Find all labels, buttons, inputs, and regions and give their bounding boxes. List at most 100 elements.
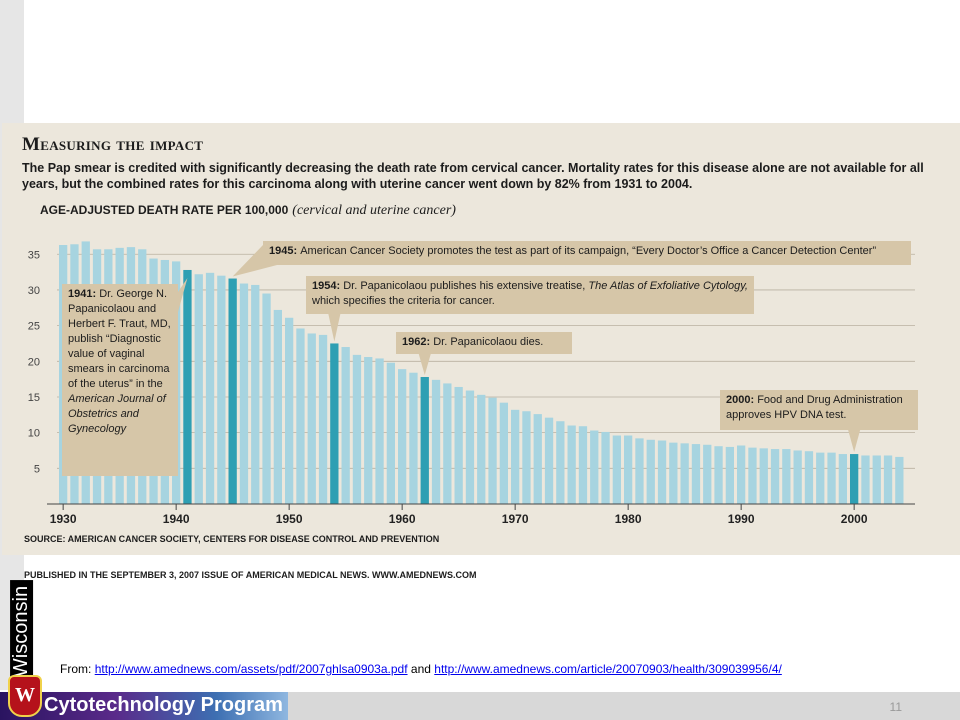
callout-year: 1941: [68, 288, 100, 300]
callout-text: 1941: Dr. George N. Papanicolaou and Her… [68, 287, 174, 437]
bar-1956 [352, 354, 362, 504]
callout-text: 1962: Dr. Papanicolaou dies. [402, 335, 568, 350]
chart-subtitle-main: AGE-ADJUSTED DEATH RATE PER 100,000 [40, 203, 289, 217]
bar-1976 [578, 426, 588, 504]
callout-pointer [328, 314, 341, 342]
bar-1977 [590, 430, 599, 504]
infographic-title: Measuring the impact [22, 134, 204, 155]
callout-year: 1954: [312, 280, 344, 292]
callout-text-wrap: 2000: Food and Drug Administration appro… [726, 393, 914, 423]
bar-1985 [680, 443, 689, 504]
university-crest-icon: W [8, 675, 42, 717]
y-tick-label: 5 [34, 463, 40, 475]
bar-1981 [635, 438, 644, 504]
bar-1944 [217, 275, 226, 504]
bar-1986 [691, 444, 701, 504]
bar-1968 [488, 397, 497, 504]
bar-1969 [499, 402, 508, 504]
bar-1997 [816, 452, 825, 504]
callout-italic: The Atlas of Exfoliative Cytology, [588, 280, 748, 292]
callout-text: 2000: Food and Drug Administration appro… [726, 393, 914, 423]
callout-pointer [418, 354, 431, 375]
bar-1972 [533, 414, 542, 504]
chart-subtitle: AGE-ADJUSTED DEATH RATE PER 100,000 (cerv… [40, 203, 456, 219]
bar-1978 [601, 431, 610, 504]
bar-1998 [827, 452, 836, 504]
bar-1949 [273, 309, 282, 504]
callout-box [263, 241, 911, 265]
bar-2001 [861, 455, 870, 504]
callout-year: 2000: [726, 394, 758, 406]
bar-1989 [725, 446, 734, 504]
bar-1992 [759, 448, 768, 504]
callout-italic: American Journal of Obstetrics and Gynec… [68, 393, 166, 435]
callout-text-wrap: 1945: American Cancer Society promotes t… [269, 244, 907, 259]
bar-1993 [770, 449, 780, 504]
bar-1961 [409, 372, 418, 504]
wisconsin-vertical-text: Wisconsin [10, 579, 34, 684]
bar-1990 [737, 445, 746, 504]
y-tick-label: 20 [28, 356, 40, 368]
bar-1995 [793, 450, 802, 504]
bar-1952 [307, 333, 316, 504]
published-line: PUBLISHED IN THE SEPTEMBER 3, 2007 ISSUE… [24, 570, 477, 580]
callout-body: Food and Drug Administration approves HP… [726, 394, 903, 421]
callout-1962: 1962: Dr. Papanicolaou dies. [396, 332, 572, 375]
y-tick-label: 25 [28, 321, 40, 333]
bar-1953 [318, 334, 328, 504]
callout-body: Dr. George N. Papanicolaou and Herbert F… [68, 288, 171, 390]
bar-2003 [883, 455, 893, 504]
program-name: Cytotechnology Program [44, 694, 283, 716]
bar-1966 [465, 390, 475, 504]
callout-box [306, 276, 754, 314]
callout-text: 1945: American Cancer Society promotes t… [269, 244, 907, 259]
and-text: and [410, 662, 431, 676]
source-line: SOURCE: AMERICAN CANCER SOCIETY, CENTERS… [24, 534, 440, 544]
bar-2002 [872, 455, 881, 504]
program-banner [0, 692, 288, 720]
bar-1962 [420, 376, 429, 504]
bar-1984 [669, 442, 678, 504]
bar-1950 [285, 317, 294, 504]
callout-1954: 1954: Dr. Papanicolaou publishes his ext… [306, 276, 754, 342]
bar-1967 [477, 394, 486, 504]
callout-body: Dr. Papanicolaou dies. [433, 336, 544, 348]
callout-box [720, 390, 918, 430]
callout-box [396, 332, 572, 354]
x-tick-label: 1940 [163, 512, 190, 526]
x-tick-label: 1990 [728, 512, 755, 526]
bar-1973 [544, 417, 554, 504]
x-tick-label: 2000 [841, 512, 868, 526]
bar-1947 [251, 284, 260, 504]
callout-body: American Cancer Society promotes the tes… [300, 245, 877, 257]
y-tick-label: 15 [28, 392, 40, 404]
bar-1955 [341, 347, 350, 504]
bar-1970 [511, 409, 520, 504]
bar-1965 [454, 386, 463, 504]
source-link-1[interactable]: http://www.amednews.com/assets/pdf/2007g… [94, 662, 408, 676]
source-link-2[interactable]: http://www.amednews.com/article/20070903… [434, 662, 782, 676]
bar-1963 [431, 379, 441, 504]
x-tick-label: 1970 [502, 512, 529, 526]
y-tick-label: 30 [28, 285, 40, 297]
bar-1987 [703, 444, 712, 504]
bar-1996 [804, 451, 814, 504]
bar-2000 [850, 454, 859, 504]
callout-body: Dr. Papanicolaou publishes his extensive… [343, 280, 589, 292]
x-tick-label: 1980 [615, 512, 642, 526]
callout-year: 1945: [269, 245, 301, 257]
callout-box [62, 284, 178, 476]
callout-text-wrap: 1954: Dr. Papanicolaou publishes his ext… [312, 279, 750, 309]
callout-text: 1954: Dr. Papanicolaou publishes his ext… [312, 279, 750, 309]
callout-1945: 1945: American Cancer Society promotes t… [232, 241, 911, 277]
bar-1982 [646, 439, 655, 504]
bar-1991 [748, 447, 757, 504]
page-number: 11 [889, 700, 902, 714]
callout-text-wrap: 1962: Dr. Papanicolaou dies. [402, 335, 568, 350]
x-tick-label: 1960 [389, 512, 416, 526]
chart-subtitle-note: (cervical and uterine cancer) [292, 203, 456, 218]
bar-1951 [296, 328, 305, 504]
y-tick-label: 10 [28, 428, 40, 440]
bar-1974 [556, 421, 565, 504]
